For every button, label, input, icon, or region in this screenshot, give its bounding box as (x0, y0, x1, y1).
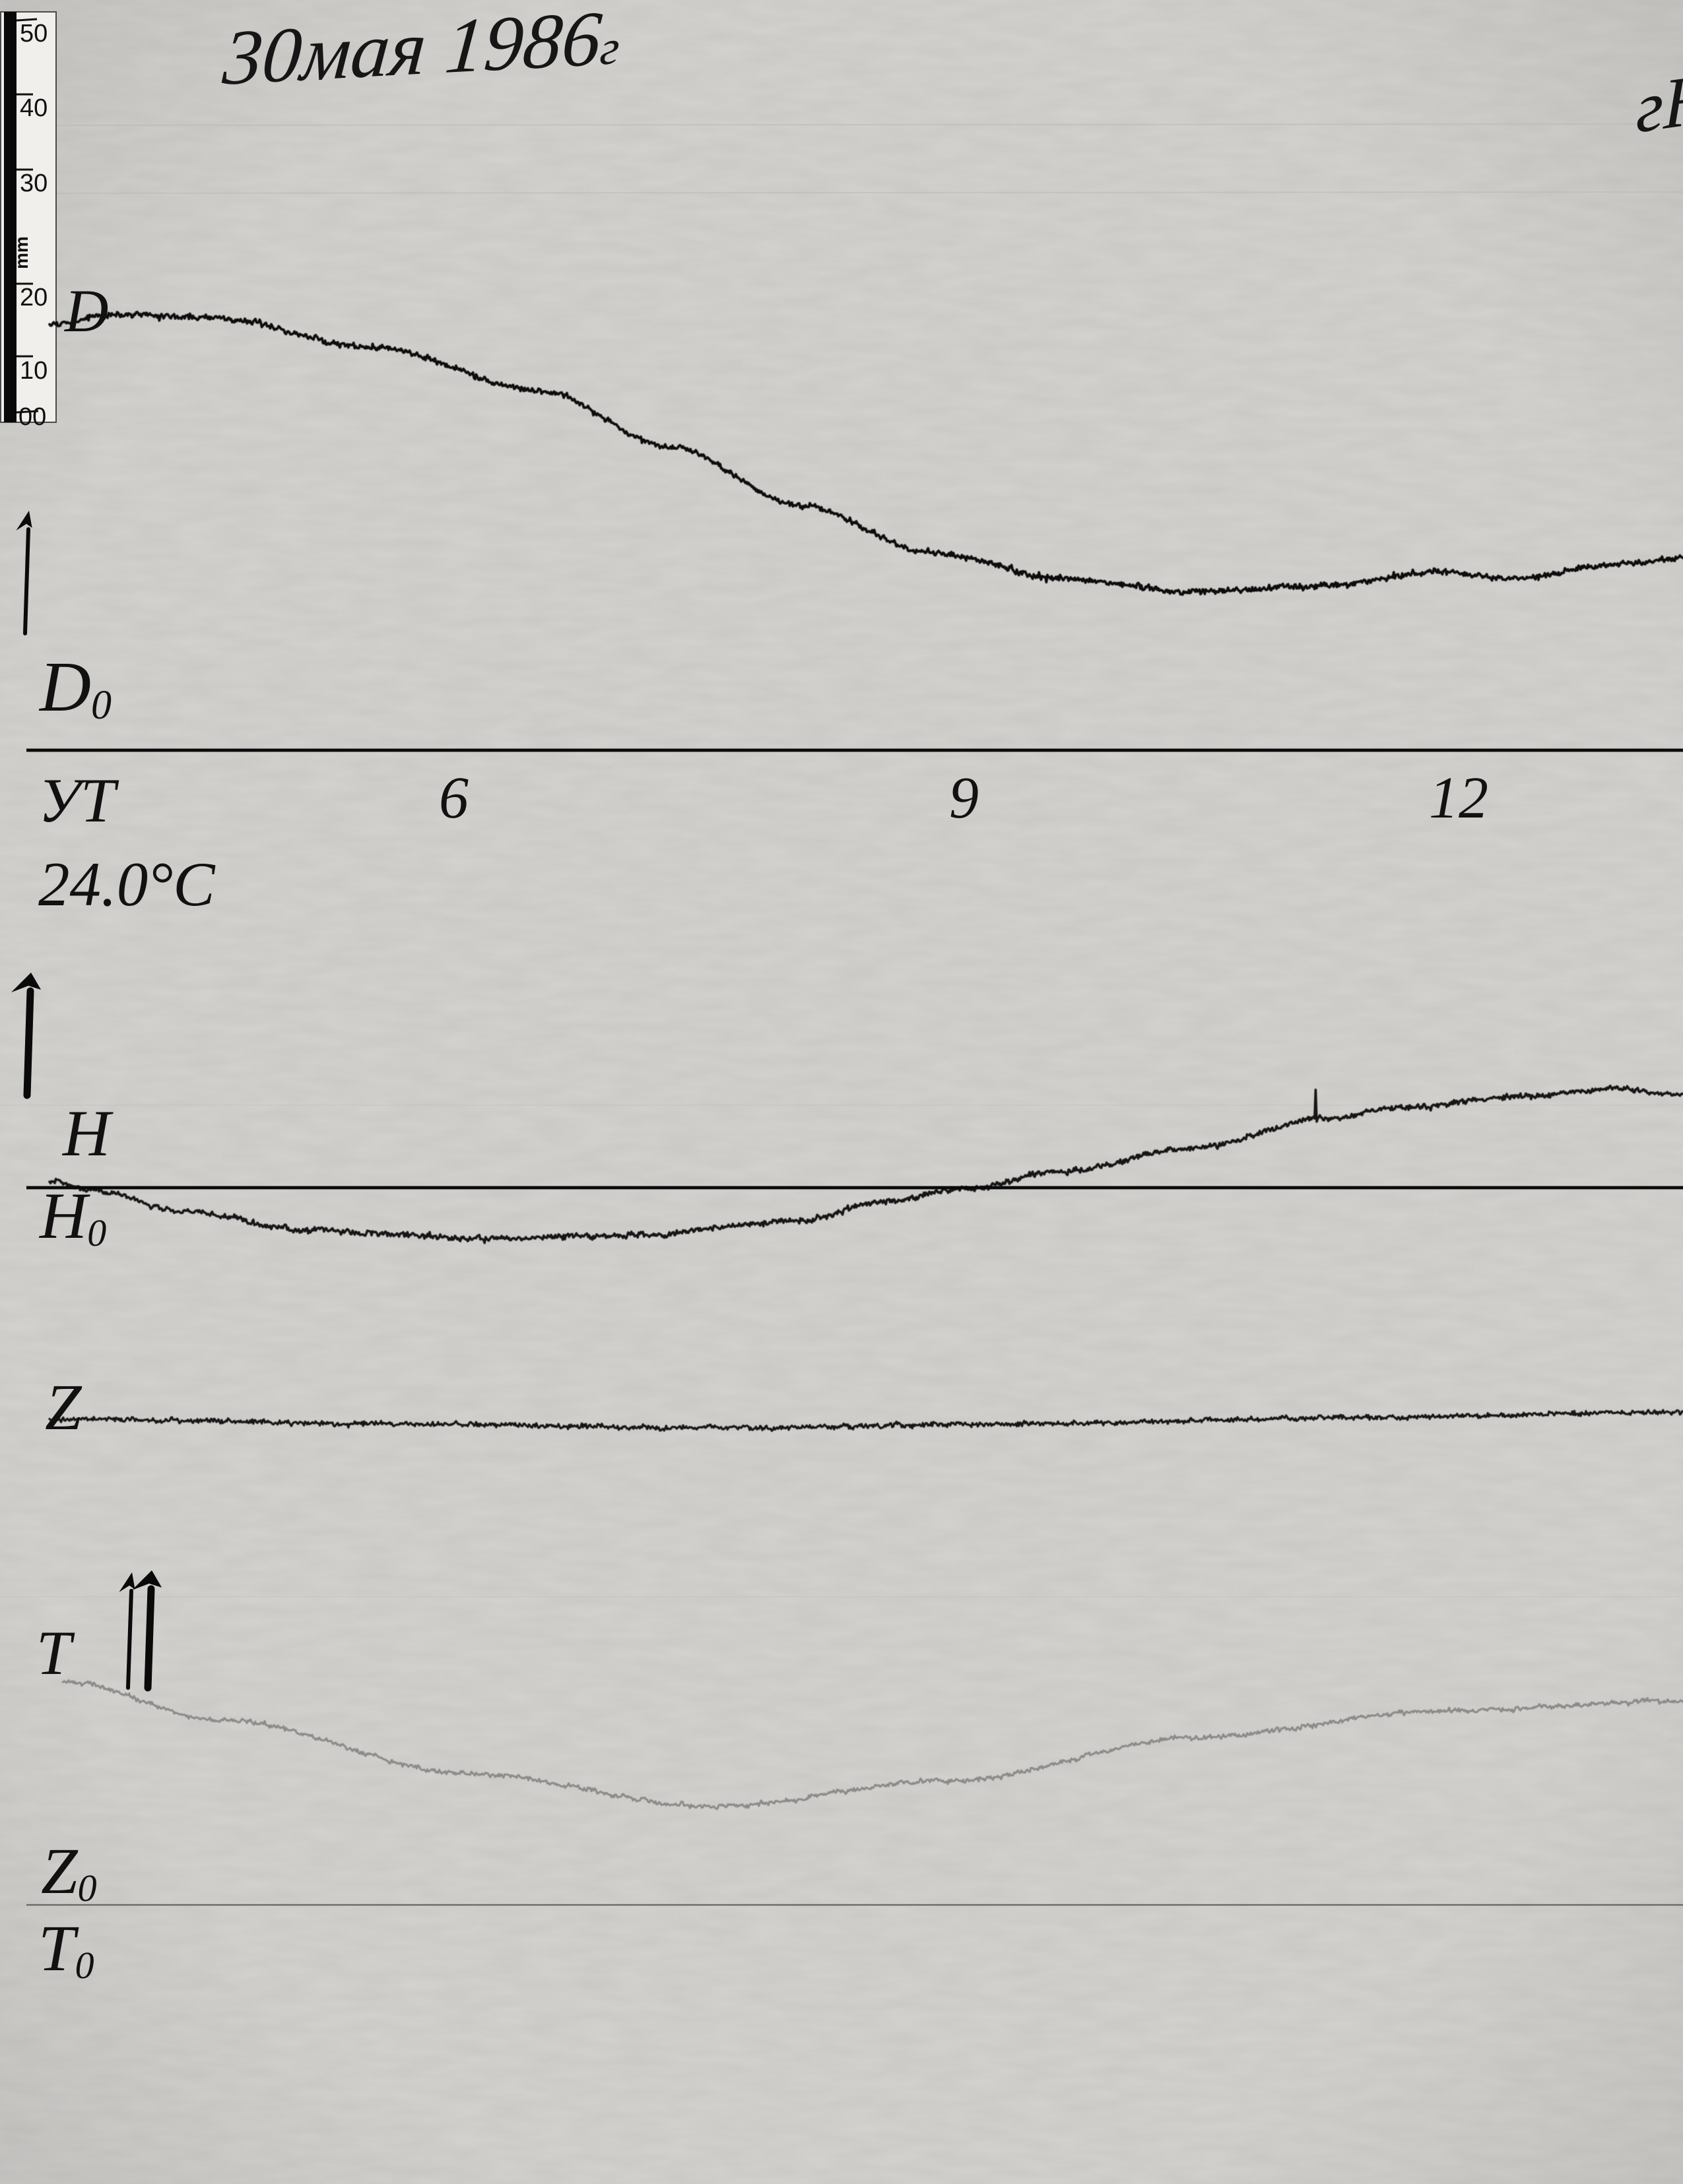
svg-text:00: 00 (18, 403, 46, 431)
svg-text:20: 20 (20, 284, 48, 311)
svg-text:50: 50 (20, 20, 48, 48)
svg-text:10: 10 (20, 357, 48, 385)
svg-text:mm: mm (11, 236, 32, 269)
svg-text:30: 30 (20, 170, 48, 197)
svg-text:40: 40 (20, 94, 48, 122)
